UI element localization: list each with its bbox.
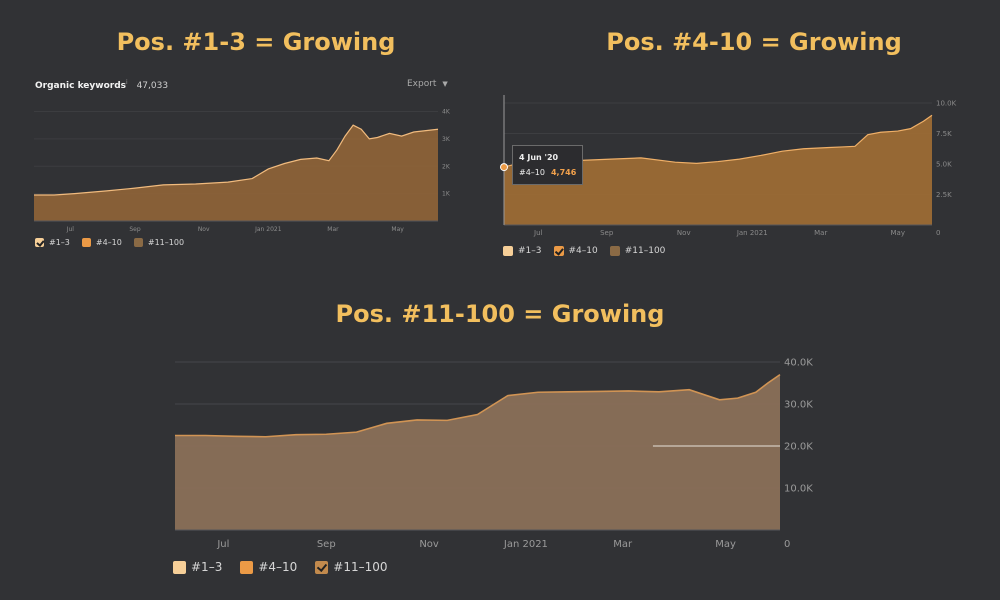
legend-item-11-100[interactable]: #11–100 xyxy=(315,560,388,574)
y-tick-label: 10.0K xyxy=(936,99,957,107)
export-button[interactable]: Export ▼ xyxy=(407,79,448,89)
legend-chart-1: #1–3 #4–10 #11–100 xyxy=(35,238,184,247)
organic-keywords-header: Organic keywordsi 47,033 xyxy=(35,79,168,91)
x-tick-label: Jul xyxy=(533,229,543,237)
x-tick-label: Sep xyxy=(129,226,141,233)
x-tick-label: Nov xyxy=(198,226,210,233)
checkbox-11-100[interactable] xyxy=(133,238,143,247)
area-#4–10 xyxy=(504,115,932,225)
y-tick-label: 0 xyxy=(784,539,790,550)
checkbox-1-3[interactable] xyxy=(503,246,513,256)
legend-item-11-100[interactable]: #11–100 xyxy=(133,238,184,247)
y-tick-label: 2K xyxy=(442,163,451,170)
y-tick-label: 2.5K xyxy=(936,191,952,199)
series-line xyxy=(175,373,781,438)
export-label: Export xyxy=(407,79,437,89)
checkbox-11-100[interactable] xyxy=(609,246,620,256)
x-tick-label: Jul xyxy=(216,539,229,550)
x-tick-label: Mar xyxy=(327,226,339,233)
tooltip-date: 4 Jun '20 xyxy=(519,153,559,162)
checkbox-11-100[interactable] xyxy=(315,560,329,574)
y-tick-label: 0 xyxy=(936,229,940,237)
x-tick-label: May xyxy=(891,229,905,237)
y-tick-label: 1K xyxy=(442,191,451,198)
x-tick-label: May xyxy=(715,539,736,550)
x-tick-label: Mar xyxy=(814,229,827,237)
organic-keywords-value: 47,033 xyxy=(136,81,169,91)
tooltip-row: #4–10 4,746 xyxy=(519,165,576,180)
series-line xyxy=(34,124,439,196)
chart-title-top-3: Pos. #1-3 = Growing xyxy=(116,28,396,56)
organic-keywords-label: Organic keywords xyxy=(35,81,127,91)
x-tick-label: Jul xyxy=(66,226,75,233)
checkbox-4-10[interactable] xyxy=(240,560,254,574)
checkbox-1-3[interactable] xyxy=(35,238,44,247)
legend-item-4-10[interactable]: #4–10 xyxy=(240,560,297,574)
y-tick-label: 5.0K xyxy=(936,160,952,168)
x-tick-label: May xyxy=(391,226,404,233)
legend-item-1-3[interactable]: #1–3 xyxy=(503,246,542,256)
legend-chart-3: #1–3 #4–10 #11–100 xyxy=(173,560,388,574)
checkbox-4-10[interactable] xyxy=(81,238,91,247)
x-tick-label: Mar xyxy=(613,539,633,550)
chart-tooltip: 4 Jun '20 #4–10 4,746 xyxy=(512,145,584,185)
legend-chart-2: #1–3 #4–10 #11–100 xyxy=(503,246,665,256)
y-tick-label: 4K xyxy=(442,109,451,116)
chevron-down-icon: ▼ xyxy=(442,80,448,88)
x-tick-label: Sep xyxy=(317,539,336,550)
checkbox-4-10[interactable] xyxy=(553,246,564,256)
area-#1–3 xyxy=(34,125,438,221)
tooltip-series: #4–10 xyxy=(519,168,545,177)
hover-point xyxy=(500,163,508,172)
y-tick-label: 10.0K xyxy=(784,484,813,495)
x-tick-label: Nov xyxy=(419,539,439,550)
chart-title-11-100: Pos. #11-100 = Growing xyxy=(335,300,665,328)
legend-item-1-3[interactable]: #1–3 xyxy=(35,238,70,247)
legend-item-4-10[interactable]: #4–10 xyxy=(553,246,598,256)
chart-top-3: 1K 2K 3K 4K Jul Sep Nov Jan 2021 Mar May xyxy=(34,109,451,233)
checkbox-1-3[interactable] xyxy=(173,560,186,574)
legend-item-1-3[interactable]: #1–3 xyxy=(173,560,222,574)
y-tick-label: 30.0K xyxy=(784,400,813,411)
x-tick-label: Jan 2021 xyxy=(503,539,548,550)
y-tick-label: 7.5K xyxy=(936,130,952,138)
chart-11-100: 0 10.0K 20.0K 30.0K 40.0K Jul Sep Nov Jan 2021 Ma… xyxy=(175,358,813,550)
tooltip-value: 4,746 xyxy=(550,168,577,177)
x-tick-label: Jan 2021 xyxy=(254,226,282,233)
y-tick-label: 3K xyxy=(442,136,451,143)
info-icon[interactable]: i xyxy=(126,79,128,86)
legend-item-11-100[interactable]: #11–100 xyxy=(609,246,665,256)
legend-item-4-10[interactable]: #4–10 xyxy=(81,238,122,247)
area-#11–100 xyxy=(175,374,780,530)
chart-title-4-10: Pos. #4-10 = Growing xyxy=(606,28,902,56)
x-tick-label: Jan 2021 xyxy=(736,229,768,237)
x-tick-label: Nov xyxy=(677,229,691,237)
y-tick-label: 40.0K xyxy=(784,358,813,369)
y-tick-label: 20.0K xyxy=(784,442,813,453)
chart-4-10: 0 2.5K 5.0K 7.5K 10.0K Jul Sep Nov Jan 2021 Mar Ma… xyxy=(500,95,957,237)
series-line xyxy=(503,114,933,168)
x-tick-label: Sep xyxy=(600,229,614,237)
